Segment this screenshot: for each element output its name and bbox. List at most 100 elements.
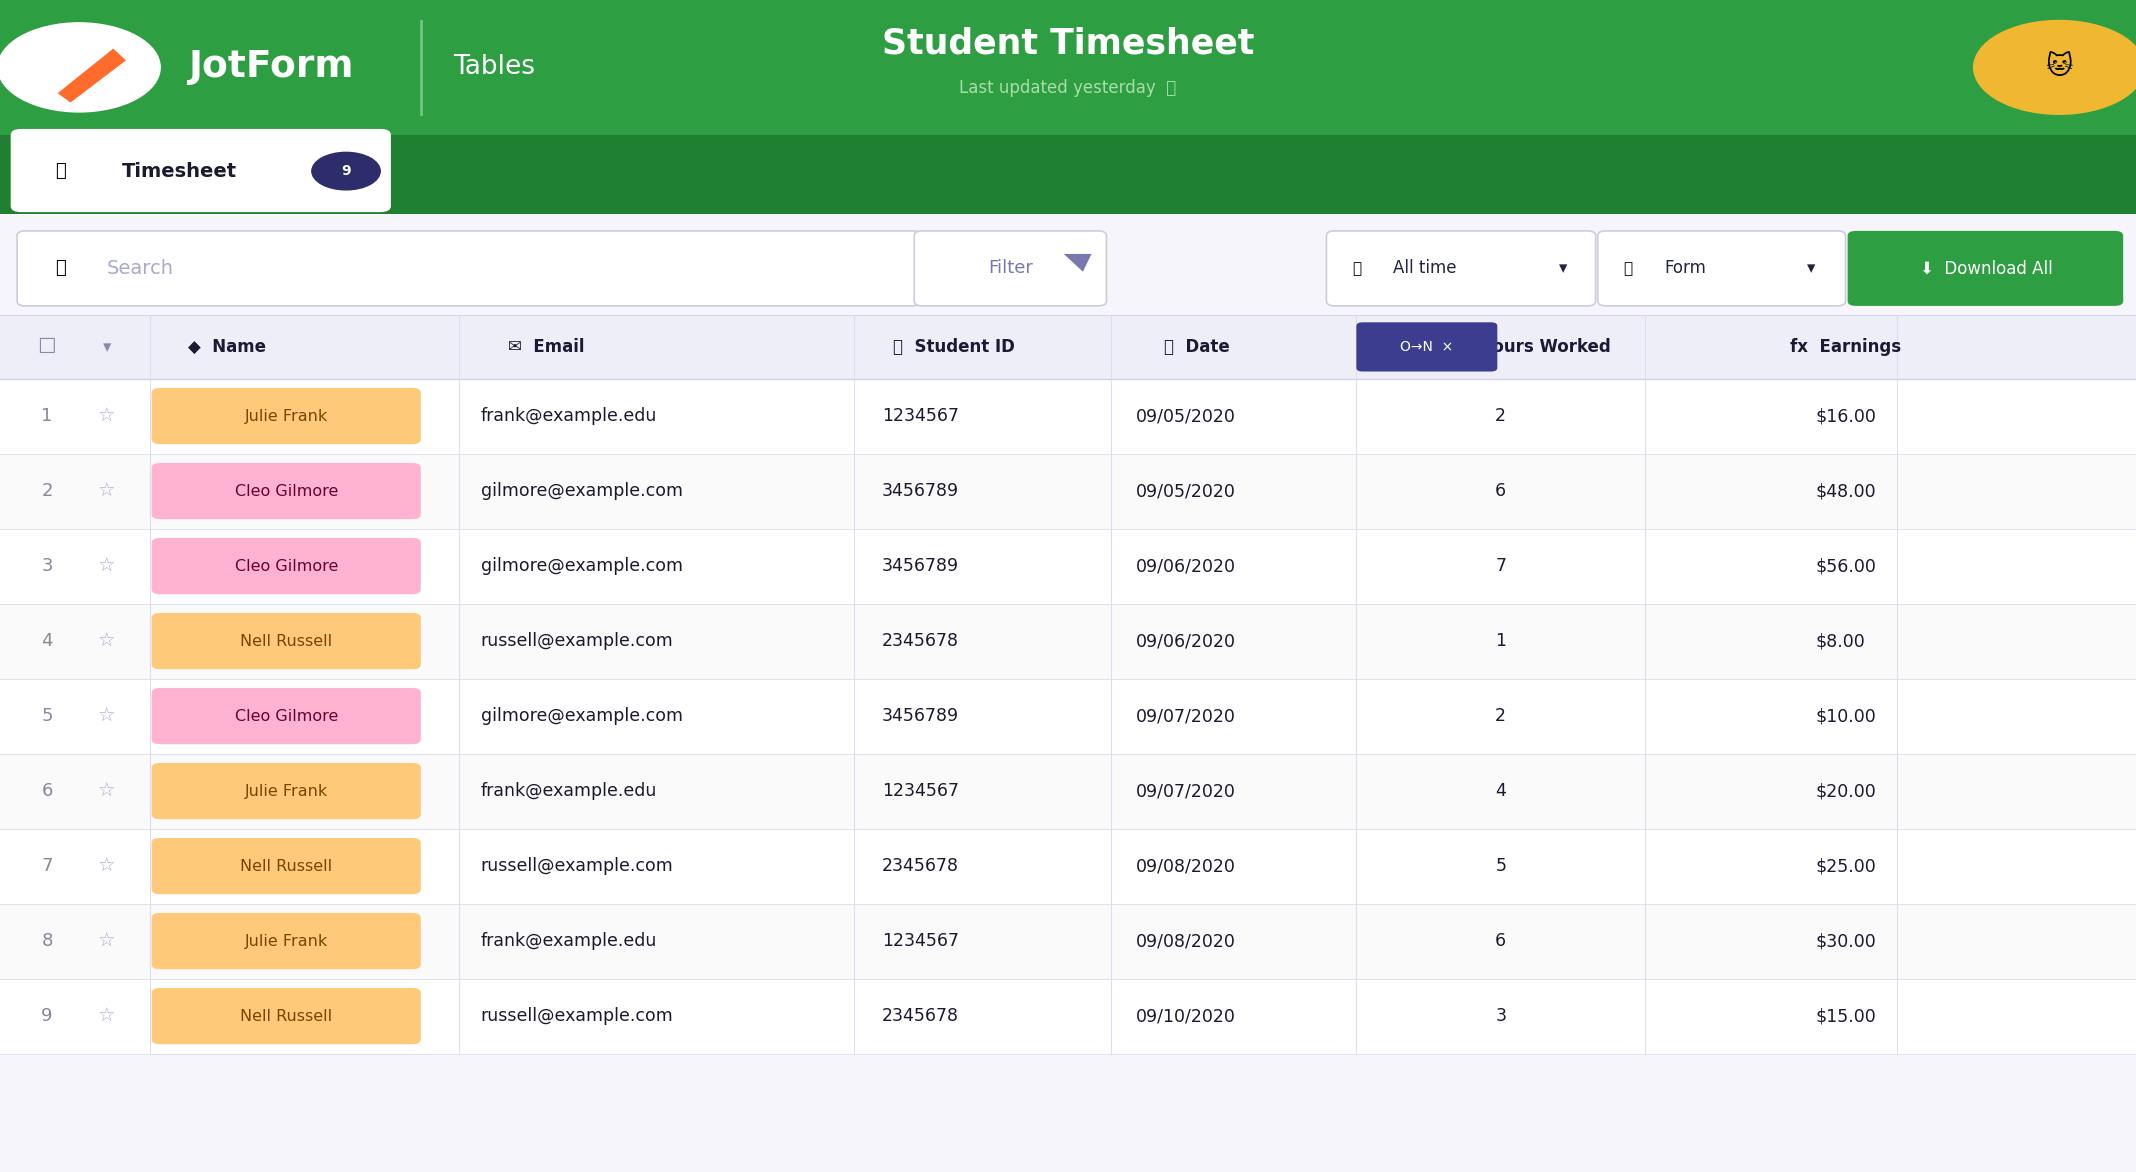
- FancyBboxPatch shape: [11, 129, 391, 212]
- FancyBboxPatch shape: [0, 379, 2136, 454]
- Text: $48.00: $48.00: [1816, 482, 1875, 500]
- Text: 6: 6: [41, 782, 53, 800]
- Text: 📅: 📅: [1352, 261, 1361, 275]
- Text: Nell Russell: Nell Russell: [239, 1009, 333, 1023]
- Text: fx  Earnings: fx Earnings: [1790, 338, 1901, 356]
- FancyBboxPatch shape: [152, 538, 421, 594]
- FancyBboxPatch shape: [1326, 231, 1596, 306]
- Text: 7: 7: [1495, 557, 1506, 575]
- Text: $30.00: $30.00: [1816, 932, 1875, 950]
- FancyBboxPatch shape: [0, 979, 2136, 1054]
- Text: All time: All time: [1393, 259, 1457, 278]
- FancyBboxPatch shape: [152, 913, 421, 969]
- Text: frank@example.edu: frank@example.edu: [481, 407, 658, 425]
- Text: Search: Search: [107, 259, 173, 278]
- FancyBboxPatch shape: [1598, 231, 1846, 306]
- Text: Timesheet: Timesheet: [122, 162, 237, 180]
- Text: ☆: ☆: [98, 557, 115, 575]
- Text: 09/05/2020: 09/05/2020: [1136, 407, 1237, 425]
- FancyBboxPatch shape: [0, 454, 2136, 529]
- Polygon shape: [1064, 254, 1091, 272]
- Text: $20.00: $20.00: [1816, 782, 1875, 800]
- Text: 9: 9: [342, 164, 350, 178]
- Text: Julie Frank: Julie Frank: [246, 409, 327, 423]
- Text: 1234567: 1234567: [882, 932, 959, 950]
- Text: 2345678: 2345678: [882, 857, 959, 875]
- FancyBboxPatch shape: [17, 231, 921, 306]
- FancyBboxPatch shape: [1848, 231, 2123, 306]
- Text: Cleo Gilmore: Cleo Gilmore: [235, 709, 337, 723]
- FancyBboxPatch shape: [0, 604, 2136, 679]
- Text: 5: 5: [41, 707, 53, 725]
- Text: 7: 7: [41, 857, 53, 875]
- Text: ☆: ☆: [98, 407, 115, 425]
- Text: ☆: ☆: [98, 857, 115, 875]
- FancyBboxPatch shape: [0, 754, 2136, 829]
- Text: Cleo Gilmore: Cleo Gilmore: [235, 484, 337, 498]
- Text: 09/08/2020: 09/08/2020: [1136, 932, 1237, 950]
- FancyBboxPatch shape: [0, 679, 2136, 754]
- Text: ✉  Email: ✉ Email: [508, 338, 585, 356]
- Text: 2345678: 2345678: [882, 1007, 959, 1026]
- Text: ☆: ☆: [98, 632, 115, 650]
- Text: 1234567: 1234567: [882, 407, 959, 425]
- Text: 09/10/2020: 09/10/2020: [1136, 1007, 1237, 1026]
- Text: Cleo Gilmore: Cleo Gilmore: [235, 559, 337, 573]
- Text: $25.00: $25.00: [1816, 857, 1875, 875]
- FancyBboxPatch shape: [152, 463, 421, 519]
- Text: gilmore@example.com: gilmore@example.com: [481, 557, 684, 575]
- Text: frank@example.edu: frank@example.edu: [481, 782, 658, 800]
- FancyBboxPatch shape: [0, 135, 2136, 214]
- Text: $16.00: $16.00: [1816, 407, 1875, 425]
- FancyBboxPatch shape: [914, 231, 1106, 306]
- Text: ☆: ☆: [98, 482, 115, 500]
- Text: ☆: ☆: [98, 1007, 115, 1026]
- Text: 📋: 📋: [1623, 261, 1632, 275]
- Text: $8.00: $8.00: [1816, 632, 1865, 650]
- Text: 8: 8: [41, 932, 53, 950]
- Text: Student Timesheet: Student Timesheet: [882, 27, 1254, 61]
- FancyBboxPatch shape: [0, 529, 2136, 604]
- FancyBboxPatch shape: [0, 829, 2136, 904]
- Text: 3456789: 3456789: [882, 707, 959, 725]
- FancyBboxPatch shape: [0, 904, 2136, 979]
- Text: Julie Frank: Julie Frank: [246, 934, 327, 948]
- FancyBboxPatch shape: [152, 838, 421, 894]
- FancyBboxPatch shape: [152, 613, 421, 669]
- FancyBboxPatch shape: [152, 688, 421, 744]
- Text: Julie Frank: Julie Frank: [246, 784, 327, 798]
- Text: gilmore@example.com: gilmore@example.com: [481, 482, 684, 500]
- Circle shape: [312, 152, 380, 190]
- Text: russell@example.com: russell@example.com: [481, 632, 673, 650]
- Text: 09/06/2020: 09/06/2020: [1136, 557, 1237, 575]
- Text: gilmore@example.com: gilmore@example.com: [481, 707, 684, 725]
- Text: ⬇  Download All: ⬇ Download All: [1920, 259, 2053, 278]
- Text: ☆: ☆: [98, 782, 115, 800]
- Text: 09/06/2020: 09/06/2020: [1136, 632, 1237, 650]
- FancyBboxPatch shape: [0, 315, 2136, 1054]
- Text: 4: 4: [1495, 782, 1506, 800]
- FancyBboxPatch shape: [152, 763, 421, 819]
- FancyBboxPatch shape: [1356, 322, 1497, 372]
- FancyBboxPatch shape: [0, 315, 2136, 379]
- Text: 📅  Date: 📅 Date: [1164, 338, 1230, 356]
- Text: ⓘ  Hours Worked: ⓘ Hours Worked: [1457, 338, 1611, 356]
- Text: 🔍: 🔍: [56, 259, 66, 278]
- Text: 9: 9: [41, 1007, 53, 1026]
- Text: Form: Form: [1664, 259, 1707, 278]
- Text: 09/07/2020: 09/07/2020: [1136, 707, 1237, 725]
- Text: 5: 5: [1495, 857, 1506, 875]
- Text: 2: 2: [41, 482, 53, 500]
- Text: 3: 3: [1495, 1007, 1506, 1026]
- FancyBboxPatch shape: [0, 214, 2136, 1172]
- Text: 🐱: 🐱: [2046, 54, 2072, 81]
- Text: $10.00: $10.00: [1816, 707, 1875, 725]
- Text: 09/05/2020: 09/05/2020: [1136, 482, 1237, 500]
- Text: Last updated yesterday  ⏰: Last updated yesterday ⏰: [959, 80, 1177, 97]
- Text: 3456789: 3456789: [882, 557, 959, 575]
- Text: ▾: ▾: [103, 338, 111, 356]
- Text: 09/07/2020: 09/07/2020: [1136, 782, 1237, 800]
- Text: 3: 3: [41, 557, 53, 575]
- Text: 🔗: 🔗: [56, 162, 66, 180]
- Text: 4: 4: [41, 632, 53, 650]
